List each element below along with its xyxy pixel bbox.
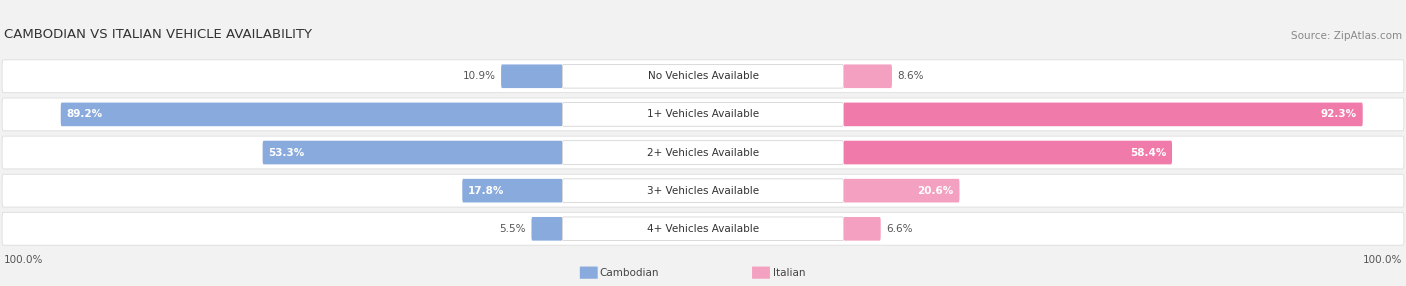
FancyBboxPatch shape xyxy=(844,141,1173,164)
Text: 10.9%: 10.9% xyxy=(463,71,495,81)
FancyBboxPatch shape xyxy=(752,267,770,279)
FancyBboxPatch shape xyxy=(60,103,562,126)
Text: 89.2%: 89.2% xyxy=(66,110,103,119)
Text: No Vehicles Available: No Vehicles Available xyxy=(648,71,758,81)
Text: CAMBODIAN VS ITALIAN VEHICLE AVAILABILITY: CAMBODIAN VS ITALIAN VEHICLE AVAILABILIT… xyxy=(3,28,312,41)
Text: 100.0%: 100.0% xyxy=(1362,255,1403,265)
FancyBboxPatch shape xyxy=(1,98,1403,131)
FancyBboxPatch shape xyxy=(263,141,562,164)
FancyBboxPatch shape xyxy=(501,64,562,88)
FancyBboxPatch shape xyxy=(562,103,844,126)
Text: 58.4%: 58.4% xyxy=(1130,148,1167,158)
Text: 2+ Vehicles Available: 2+ Vehicles Available xyxy=(647,148,759,158)
FancyBboxPatch shape xyxy=(562,141,844,164)
FancyBboxPatch shape xyxy=(579,267,598,279)
Text: Source: ZipAtlas.com: Source: ZipAtlas.com xyxy=(1291,31,1403,41)
Text: 53.3%: 53.3% xyxy=(269,148,305,158)
FancyBboxPatch shape xyxy=(844,103,1362,126)
FancyBboxPatch shape xyxy=(1,174,1403,207)
Text: 100.0%: 100.0% xyxy=(3,255,44,265)
FancyBboxPatch shape xyxy=(1,212,1403,245)
FancyBboxPatch shape xyxy=(844,217,880,241)
Text: 8.6%: 8.6% xyxy=(897,71,924,81)
FancyBboxPatch shape xyxy=(562,64,844,88)
Text: 3+ Vehicles Available: 3+ Vehicles Available xyxy=(647,186,759,196)
FancyBboxPatch shape xyxy=(463,179,562,202)
FancyBboxPatch shape xyxy=(562,179,844,202)
FancyBboxPatch shape xyxy=(1,60,1403,93)
Text: 92.3%: 92.3% xyxy=(1322,110,1357,119)
FancyBboxPatch shape xyxy=(562,217,844,241)
Text: 17.8%: 17.8% xyxy=(468,186,505,196)
FancyBboxPatch shape xyxy=(1,136,1403,169)
Text: 6.6%: 6.6% xyxy=(886,224,912,234)
FancyBboxPatch shape xyxy=(844,64,891,88)
FancyBboxPatch shape xyxy=(531,217,562,241)
Text: 1+ Vehicles Available: 1+ Vehicles Available xyxy=(647,110,759,119)
Text: Italian: Italian xyxy=(773,268,806,278)
Text: 5.5%: 5.5% xyxy=(499,224,526,234)
Text: 4+ Vehicles Available: 4+ Vehicles Available xyxy=(647,224,759,234)
FancyBboxPatch shape xyxy=(844,179,959,202)
Text: Cambodian: Cambodian xyxy=(599,268,659,278)
Text: 20.6%: 20.6% xyxy=(918,186,953,196)
